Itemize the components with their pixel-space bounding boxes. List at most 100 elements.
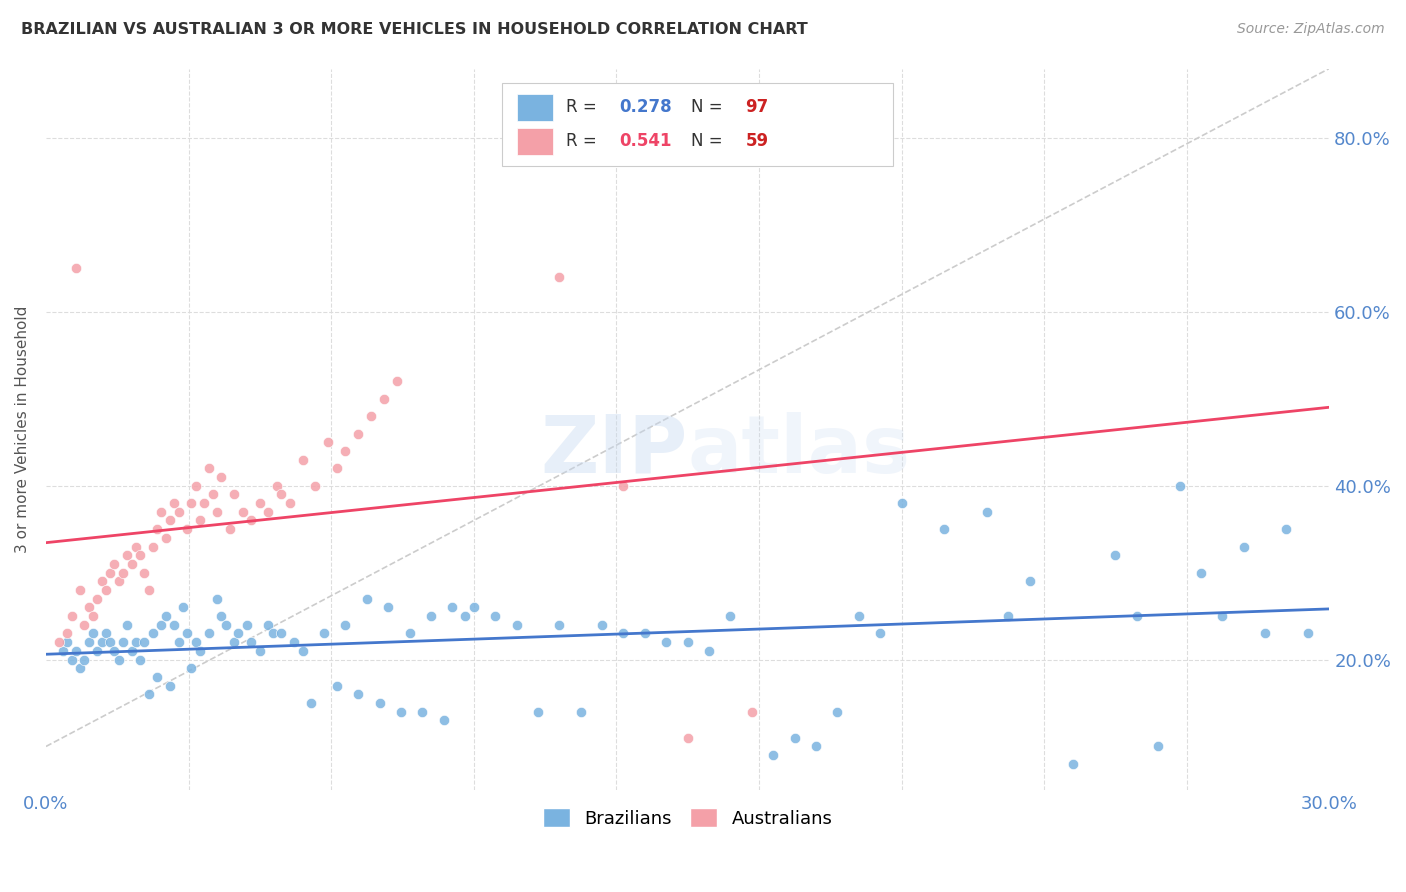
Point	[262, 626, 284, 640]
Point	[869, 626, 891, 640]
Point	[107, 652, 129, 666]
Point	[804, 739, 827, 754]
Point	[90, 635, 112, 649]
Text: N =: N =	[692, 132, 728, 151]
Point	[224, 635, 246, 649]
Point	[56, 635, 79, 649]
Point	[111, 566, 134, 580]
Point	[676, 635, 699, 649]
Point	[335, 444, 357, 458]
Point	[484, 609, 506, 624]
Point	[1211, 609, 1233, 624]
Point	[718, 609, 741, 624]
Point	[56, 626, 79, 640]
Point	[163, 496, 186, 510]
Point	[129, 652, 152, 666]
Point	[291, 644, 314, 658]
Point	[86, 644, 108, 658]
Point	[82, 626, 104, 640]
Point	[326, 679, 349, 693]
Point	[205, 591, 228, 606]
Point	[385, 375, 408, 389]
Point	[612, 479, 634, 493]
Point	[146, 670, 169, 684]
Point	[360, 409, 382, 424]
Point	[52, 644, 75, 658]
Point	[249, 496, 271, 510]
Bar	[517, 94, 553, 121]
Point	[368, 696, 391, 710]
Point	[411, 705, 433, 719]
Point	[219, 522, 242, 536]
Point	[94, 626, 117, 640]
Point	[389, 705, 412, 719]
Point	[205, 505, 228, 519]
Point	[569, 705, 592, 719]
Point	[209, 609, 232, 624]
Point	[167, 635, 190, 649]
Point	[326, 461, 349, 475]
Point	[103, 557, 125, 571]
Point	[377, 600, 399, 615]
Point	[82, 609, 104, 624]
Point	[934, 522, 956, 536]
Point	[312, 626, 335, 640]
Point	[214, 617, 236, 632]
Point	[121, 557, 143, 571]
Point	[117, 548, 139, 562]
Point	[176, 626, 198, 640]
Point	[150, 617, 173, 632]
Point	[69, 661, 91, 675]
Point	[117, 617, 139, 632]
Point	[90, 574, 112, 589]
Text: 0.541: 0.541	[620, 132, 672, 151]
Point	[270, 626, 292, 640]
Point	[193, 496, 215, 510]
Point	[65, 644, 87, 658]
Point	[201, 487, 224, 501]
Text: R =: R =	[565, 98, 602, 117]
Point	[441, 600, 464, 615]
Point	[60, 652, 83, 666]
Point	[591, 617, 613, 632]
Point	[77, 600, 100, 615]
Point	[1275, 522, 1298, 536]
Point	[209, 470, 232, 484]
Point	[1062, 756, 1084, 771]
Point	[180, 496, 202, 510]
Point	[134, 566, 156, 580]
Point	[138, 582, 160, 597]
Point	[1168, 479, 1191, 493]
Point	[1018, 574, 1040, 589]
Point	[184, 635, 207, 649]
Point	[356, 591, 378, 606]
Point	[98, 635, 121, 649]
Point	[159, 513, 181, 527]
Point	[1147, 739, 1170, 754]
Point	[697, 644, 720, 658]
Point	[138, 687, 160, 701]
Point	[1189, 566, 1212, 580]
Text: 97: 97	[745, 98, 769, 117]
Text: R =: R =	[565, 132, 602, 151]
Point	[291, 452, 314, 467]
Point	[86, 591, 108, 606]
Point	[612, 626, 634, 640]
Point	[159, 679, 181, 693]
Point	[676, 731, 699, 745]
Point	[69, 582, 91, 597]
Point	[107, 574, 129, 589]
Point	[347, 426, 370, 441]
Point	[163, 617, 186, 632]
Point	[634, 626, 657, 640]
Point	[335, 617, 357, 632]
Point	[129, 548, 152, 562]
Point	[167, 505, 190, 519]
Point	[299, 696, 322, 710]
Point	[240, 513, 263, 527]
Point	[197, 461, 219, 475]
Point	[527, 705, 550, 719]
Point	[77, 635, 100, 649]
Point	[848, 609, 870, 624]
Point	[420, 609, 443, 624]
